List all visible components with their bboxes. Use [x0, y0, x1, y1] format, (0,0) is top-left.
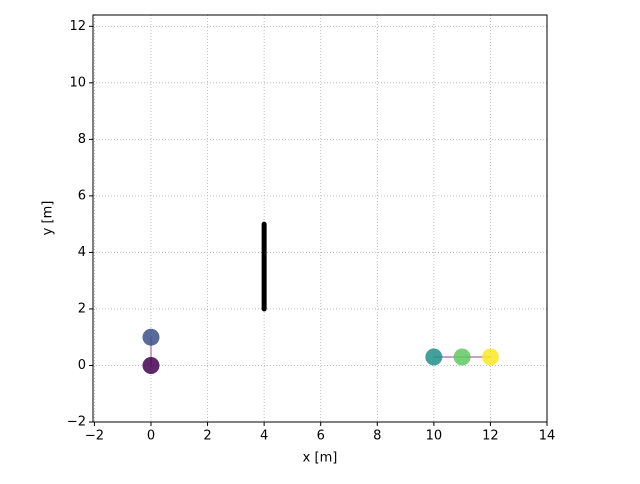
x-tick-label: 6 [317, 429, 325, 444]
x-tick-label: 0 [147, 429, 155, 444]
x-tick-label: 4 [260, 429, 268, 444]
point [425, 348, 443, 366]
point [142, 356, 160, 374]
point [453, 348, 471, 366]
y-tick-label: 4 [78, 245, 86, 260]
x-tick-label: 8 [373, 429, 381, 444]
axes-frame [92, 14, 548, 423]
y-tick-label: 10 [69, 75, 86, 90]
y-tick-label: 0 [78, 358, 86, 373]
x-tick-label: −2 [85, 429, 104, 444]
point [142, 328, 160, 346]
x-tick-label: 2 [203, 429, 211, 444]
y-axis-label: y [m] [41, 201, 56, 236]
y-tick-label: 6 [78, 188, 86, 203]
y-tick-label: −2 [67, 415, 86, 430]
point [481, 348, 499, 366]
x-axis-label: x [m] [303, 451, 338, 466]
x-tick-label: 10 [426, 429, 443, 444]
x-tick-label: 12 [482, 429, 499, 444]
y-tick-label: 8 [78, 132, 86, 147]
y-tick-label: 12 [69, 19, 86, 34]
x-tick-label: 14 [539, 429, 556, 444]
y-tick-label: 2 [78, 301, 86, 316]
